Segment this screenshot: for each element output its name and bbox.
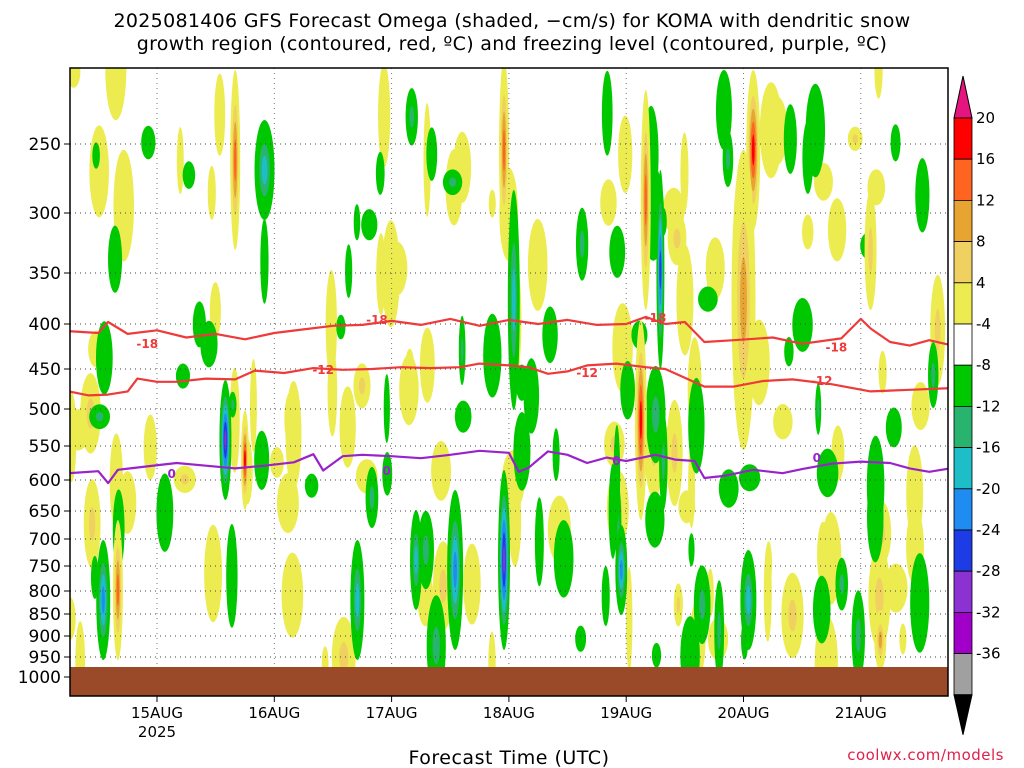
colorbar-label: -12 [976, 397, 1001, 415]
colorbar-bottom-arrow [953, 694, 973, 735]
colorbar-swatch [953, 653, 973, 696]
contour-label: -12 [576, 366, 598, 380]
colorbar-swatch [953, 612, 973, 655]
contour-label: -12 [811, 374, 833, 388]
contour-label: -12 [312, 363, 334, 377]
y-tick-label: 500 [29, 400, 61, 420]
colorbar-swatch [953, 488, 973, 531]
x-tick-label: 19AUG [600, 704, 652, 722]
contour-lines: -18 -18 -18 -18 -12 -12 -12 0 0 0 0 [70, 311, 948, 485]
colorbar-swatch [953, 199, 973, 242]
y-tick-label: 650 [29, 502, 61, 522]
colorbar-label: -28 [976, 562, 1001, 580]
y-tick-label: 800 [29, 582, 61, 602]
x-tick-label: 18AUG [483, 704, 535, 722]
omega-shading [70, 68, 946, 696]
contour--12 [70, 362, 948, 397]
colorbar-swatch [953, 117, 973, 160]
chart-title-line2: growth region (contoured, red, ºC) and f… [136, 33, 888, 55]
y-tick-label: 600 [29, 471, 61, 491]
colorbar-label: 20 [976, 109, 995, 127]
colorbar-label: 4 [976, 274, 986, 292]
contour-label: 0 [813, 451, 821, 465]
y-tick-label: 700 [29, 530, 61, 550]
y-tick-label: 750 [29, 557, 61, 577]
colorbar-label: 8 [976, 233, 986, 251]
contour-label: -18 [826, 340, 848, 354]
colorbar: 20 16 12 8 4 -4 -8 -12 -16 -20 -24 -28 -32 -36 [953, 75, 1001, 735]
y-tick-label: 550 [29, 437, 61, 457]
colorbar-label: -32 [976, 603, 1001, 621]
x-axis-label: Forecast Time (UTC) [409, 747, 610, 768]
colorbar-label: -8 [976, 356, 991, 374]
colorbar-label: -20 [976, 480, 1001, 498]
contour-label: 0 [383, 464, 391, 478]
ground-fill [70, 667, 948, 696]
colorbar-swatch [953, 570, 973, 613]
contour-label: 0 [167, 467, 175, 481]
y-axis: 2503003504004505005506006507007508008509… [18, 135, 70, 688]
colorbar-swatch [953, 282, 973, 325]
chart-title-line1: 2025081406 GFS Forecast Omega (shaded, −… [113, 10, 911, 32]
colorbar-label: 12 [976, 191, 995, 209]
y-tick-label: 250 [29, 135, 61, 155]
colorbar-swatch [953, 364, 973, 407]
contour-label: 0 [612, 454, 620, 468]
x-tick-label: 21AUG [835, 704, 887, 722]
colorbar-swatch [953, 323, 973, 366]
contour--18 [70, 315, 948, 347]
colorbar-swatch [953, 447, 973, 490]
colorbar-label: 16 [976, 150, 995, 168]
colorbar-swatch [953, 529, 973, 572]
y-tick-label: 950 [29, 648, 61, 668]
colorbar-label: -36 [976, 645, 1001, 663]
colorbar-swatch [953, 405, 973, 448]
contour-label: -18 [645, 311, 667, 325]
y-tick-label: 400 [29, 315, 61, 335]
y-tick-label: 300 [29, 204, 61, 224]
watermark: coolwx.com/models [847, 746, 1004, 764]
y-tick-label: 350 [29, 264, 61, 284]
x-tick-label: 15AUG [131, 704, 183, 722]
contour-label: -18 [136, 337, 158, 351]
contour-0 [70, 449, 948, 485]
x-tick-label: 20AUG [718, 704, 770, 722]
colorbar-label: -4 [976, 315, 991, 333]
y-tick-label: 850 [29, 605, 61, 625]
colorbar-label: -24 [976, 521, 1001, 539]
x-tick-year: 2025 [138, 723, 176, 741]
y-tick-label: 450 [29, 360, 61, 380]
colorbar-swatch [953, 158, 973, 201]
colorbar-swatch [953, 241, 973, 284]
colorbar-top-arrow [953, 75, 973, 119]
x-tick-label: 16AUG [248, 704, 300, 722]
colorbar-label: -16 [976, 439, 1001, 457]
y-tick-label: 1000 [18, 668, 61, 688]
contour-label: -18 [366, 313, 388, 327]
y-tick-label: 900 [29, 627, 61, 647]
x-tick-label: 17AUG [366, 704, 418, 722]
